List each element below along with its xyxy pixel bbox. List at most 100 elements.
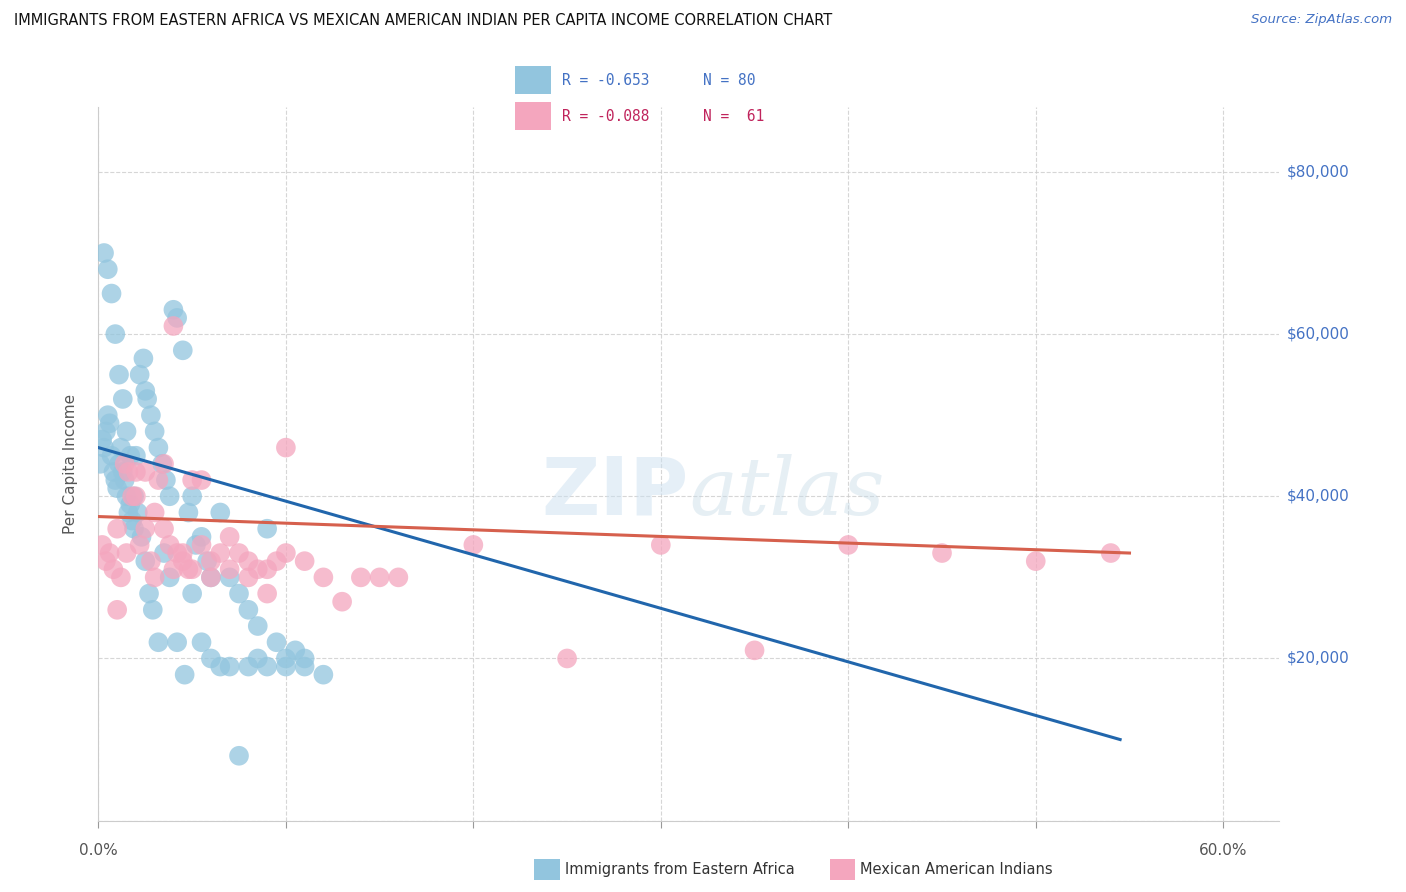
Point (148, 441, 170, 455)
Point (228, 586, 250, 600)
Text: 0.0%: 0.0% (79, 843, 118, 858)
Point (159, 489, 181, 503)
FancyBboxPatch shape (515, 103, 551, 130)
Point (105, 603, 128, 617)
Point (166, 310, 188, 325)
Point (142, 603, 165, 617)
Point (115, 546, 138, 560)
Point (111, 465, 134, 479)
Point (111, 392, 134, 406)
Point (190, 538, 212, 552)
Text: Immigrants from Eastern Africa: Immigrants from Eastern Africa (565, 863, 794, 877)
Point (350, 570, 373, 584)
Point (125, 449, 148, 463)
Point (114, 457, 136, 471)
Text: 60.0%: 60.0% (1199, 843, 1247, 858)
Point (115, 425, 138, 439)
Point (132, 351, 155, 366)
Point (159, 570, 181, 584)
Point (153, 522, 176, 536)
Point (238, 603, 260, 617)
Point (122, 489, 145, 503)
Point (162, 318, 184, 333)
Point (181, 473, 204, 487)
Point (238, 570, 260, 584)
Point (121, 489, 143, 503)
Point (218, 570, 240, 584)
Point (931, 546, 953, 560)
Point (294, 651, 316, 665)
Point (97, 262, 120, 277)
Point (104, 473, 127, 487)
Point (134, 384, 156, 398)
Text: $60,000: $60,000 (1286, 326, 1350, 342)
Point (120, 497, 142, 511)
Point (238, 659, 260, 673)
Point (143, 425, 166, 439)
Text: Mexican American Indians: Mexican American Indians (860, 863, 1053, 877)
Point (91, 538, 114, 552)
Point (91, 433, 114, 447)
Point (200, 570, 222, 584)
Point (134, 522, 156, 536)
Point (744, 643, 766, 657)
Point (125, 465, 148, 479)
Point (184, 538, 207, 552)
Point (190, 530, 212, 544)
Point (148, 473, 170, 487)
Point (256, 586, 278, 600)
Point (218, 562, 240, 576)
Point (190, 635, 212, 649)
Point (98, 546, 121, 560)
Point (294, 659, 316, 673)
Point (120, 449, 142, 463)
Point (228, 546, 250, 560)
Point (387, 570, 409, 584)
Point (138, 586, 160, 600)
Point (218, 659, 240, 673)
Point (98, 417, 121, 431)
Point (555, 651, 578, 665)
Point (128, 368, 150, 382)
Point (181, 562, 204, 576)
Point (274, 659, 297, 673)
Point (218, 530, 240, 544)
Point (256, 659, 278, 673)
Point (177, 562, 200, 576)
Point (104, 327, 127, 342)
Point (110, 441, 132, 455)
Point (274, 546, 297, 560)
Point (110, 570, 132, 584)
FancyBboxPatch shape (515, 66, 551, 95)
Point (143, 506, 166, 520)
Point (650, 538, 672, 552)
Point (94, 425, 117, 439)
Point (294, 554, 316, 568)
Point (108, 457, 131, 471)
Point (172, 343, 194, 358)
Point (173, 667, 195, 681)
Point (139, 408, 162, 422)
Point (209, 506, 232, 520)
Point (159, 538, 181, 552)
Point (1099, 546, 1122, 560)
Point (136, 392, 159, 406)
Text: $40,000: $40,000 (1286, 489, 1350, 504)
Text: atlas: atlas (689, 454, 884, 531)
Point (1025, 554, 1047, 568)
Point (274, 441, 297, 455)
Point (131, 530, 153, 544)
Point (166, 546, 188, 560)
Point (139, 554, 162, 568)
Point (155, 473, 177, 487)
Point (200, 554, 222, 568)
Point (128, 538, 150, 552)
Point (181, 489, 204, 503)
Point (134, 465, 156, 479)
Point (89, 457, 111, 471)
Point (368, 570, 391, 584)
Point (181, 586, 204, 600)
Point (115, 489, 138, 503)
Point (312, 667, 335, 681)
Point (190, 473, 212, 487)
